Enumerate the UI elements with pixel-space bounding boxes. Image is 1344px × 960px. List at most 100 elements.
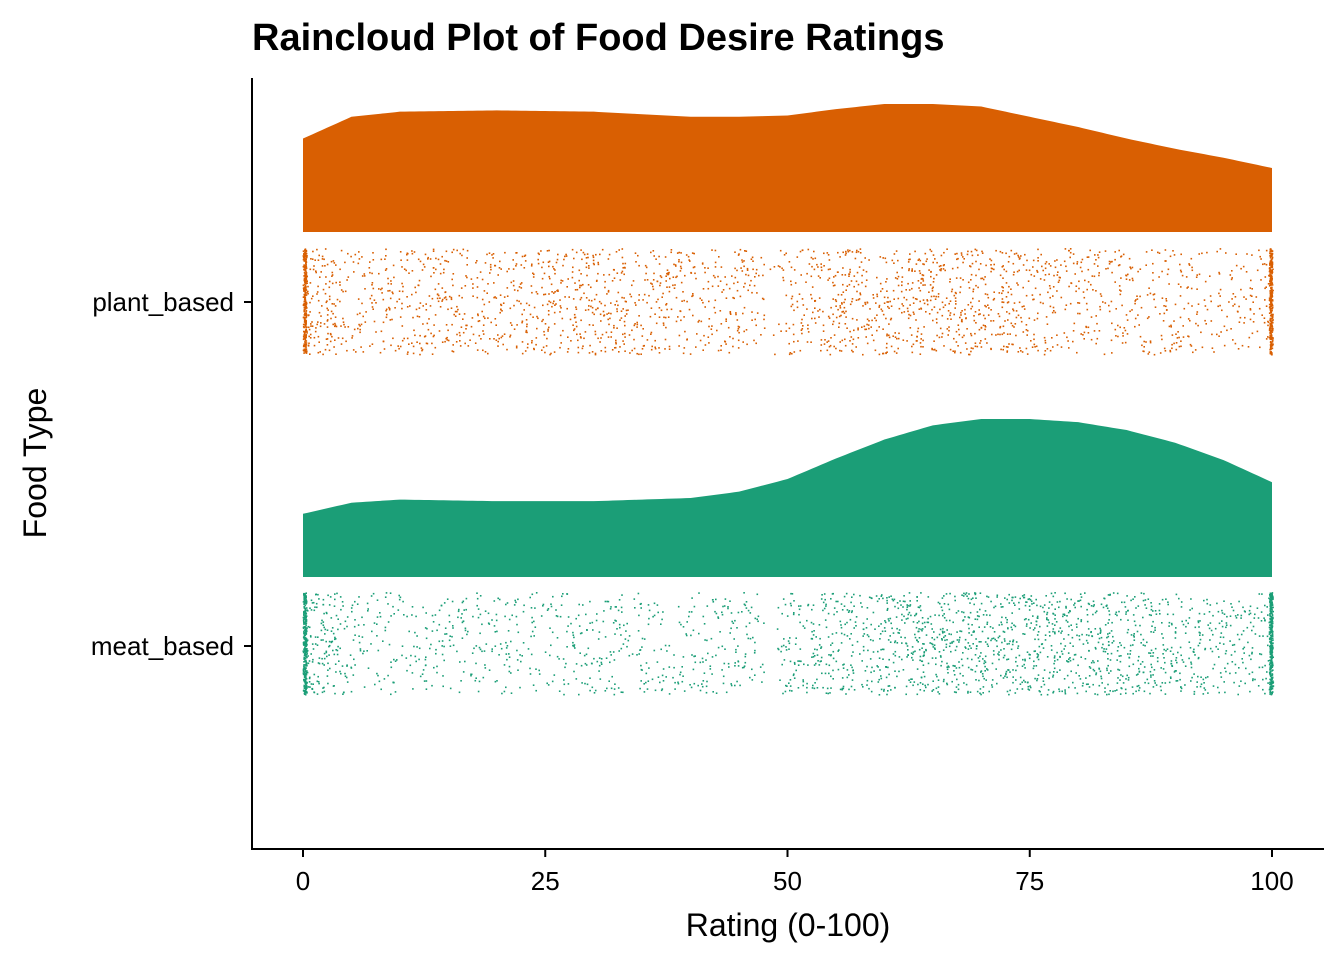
rain-point (741, 259, 743, 261)
rain-point (951, 267, 954, 270)
rain-point (1064, 689, 1066, 691)
rain-point (737, 325, 740, 328)
rain-point (323, 612, 325, 615)
rain-point (546, 337, 548, 340)
rain-point (956, 252, 958, 255)
rain-point (305, 310, 308, 312)
rain-point (683, 690, 686, 692)
rain-point (467, 630, 469, 633)
rain-point (382, 340, 385, 343)
rain-point (958, 333, 961, 336)
rain-point (608, 323, 610, 326)
rain-point (1019, 257, 1021, 259)
rain-point (305, 285, 307, 288)
rain-point (1092, 683, 1094, 686)
rain-point (639, 603, 642, 605)
rain-point (465, 324, 467, 327)
rain-point (406, 353, 409, 355)
rain-point (866, 665, 868, 668)
rain-point (655, 301, 658, 303)
rain-point (905, 685, 908, 688)
rain-point (931, 657, 934, 659)
rain-point (1075, 672, 1077, 674)
rain-point (1002, 277, 1004, 279)
rain-point (1089, 667, 1092, 669)
rain-point (579, 298, 582, 301)
rain-point (878, 326, 880, 328)
rain-point (755, 268, 758, 271)
rain-point (1269, 632, 1271, 635)
rain-point (1198, 273, 1201, 276)
rain-point (724, 598, 727, 600)
rain-point (500, 303, 502, 306)
rain-point (980, 670, 983, 672)
rain-point (1049, 287, 1052, 290)
rain-point (673, 666, 675, 669)
rain-point (902, 339, 905, 341)
rain-point (1270, 287, 1272, 289)
rain-point (644, 264, 647, 267)
rain-point (736, 319, 739, 321)
rain-point (1170, 622, 1173, 625)
rain-point (1170, 677, 1172, 679)
rain-point (1016, 270, 1019, 273)
rain-point (310, 636, 312, 638)
rain-point (405, 269, 407, 272)
rain-point (1169, 650, 1172, 652)
rain-point (304, 284, 307, 287)
rain-point (927, 662, 930, 665)
rain-point (1087, 642, 1089, 644)
rain-point (434, 346, 437, 349)
rain-point (326, 319, 329, 321)
rain-point (818, 644, 821, 646)
rain-point (907, 649, 909, 651)
rain-point (956, 631, 958, 633)
rain-point (431, 297, 434, 300)
rain-point (1028, 605, 1031, 607)
rain-point (532, 316, 534, 318)
rain-point (538, 253, 540, 256)
rain-point (747, 274, 750, 277)
rain-point (328, 298, 331, 301)
rain-point (950, 318, 952, 320)
rain-point (656, 604, 659, 606)
rain-point (1212, 667, 1214, 670)
rain-point (717, 275, 719, 278)
rain-point (946, 662, 948, 665)
rain-point (1006, 676, 1008, 679)
rain-point (472, 295, 474, 297)
rain-point (924, 284, 926, 286)
rain-point (734, 276, 737, 279)
rain-point (1001, 623, 1003, 626)
rain-point (1269, 263, 1272, 265)
rain-point (484, 664, 486, 666)
rain-point (1136, 295, 1138, 297)
rain-point (414, 286, 416, 289)
rain-point (1174, 637, 1177, 639)
rain-point (722, 605, 724, 608)
rain-point (826, 687, 829, 690)
rain-point (531, 263, 533, 266)
rain-point (303, 348, 306, 351)
rain-point (1024, 659, 1026, 662)
rain-point (1021, 688, 1024, 690)
rain-point (516, 299, 518, 302)
rain-point (1269, 262, 1271, 265)
rain-point (975, 645, 978, 647)
rain-point (844, 344, 847, 347)
rain-point (532, 272, 534, 275)
rain-point (466, 276, 468, 279)
rain-point (872, 639, 874, 642)
rain-point (1024, 658, 1026, 661)
rain-point (487, 283, 489, 285)
rain-point (461, 613, 463, 615)
rain-point (1198, 642, 1201, 644)
rain-point (981, 630, 984, 633)
rain-point (1026, 259, 1028, 262)
rain-point (668, 286, 671, 288)
rain-point (641, 348, 644, 350)
rain-point (855, 299, 858, 301)
rain-point (683, 316, 685, 318)
rain-point (818, 624, 821, 626)
rain-point (801, 328, 804, 330)
